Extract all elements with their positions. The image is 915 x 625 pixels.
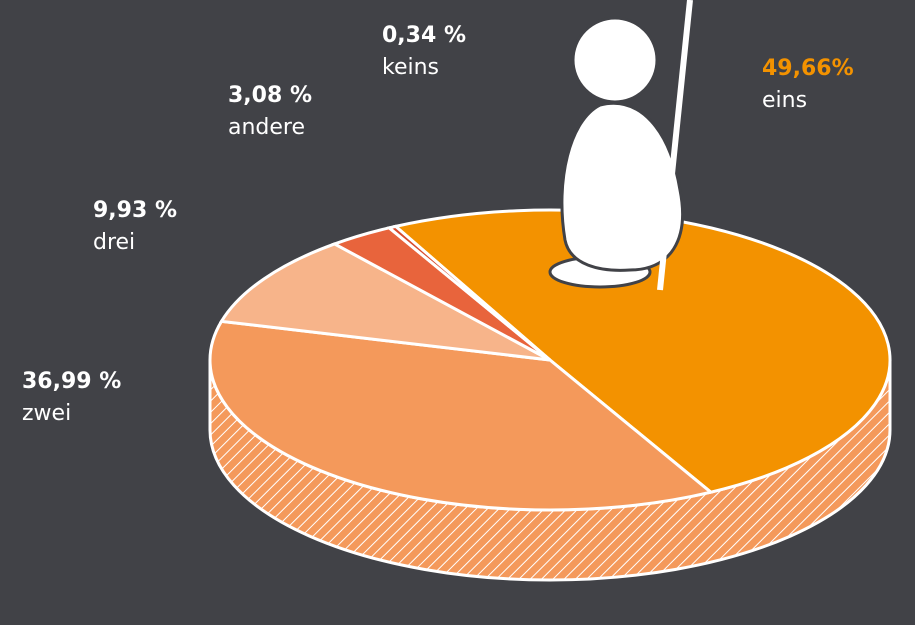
value-label: 9,93 % [93,198,177,223]
figure [550,0,690,290]
category-label: andere [228,115,305,140]
category-label: drei [93,230,135,255]
category-label: zwei [22,401,71,426]
category-label: eins [762,88,807,113]
page: 49,66% eins 36,99 % zwei 9,93 % drei 3,08 % and… [0,0,915,621]
value-label: 49,66% [762,56,854,81]
category-label: keins [382,55,439,80]
chart: 49,66% eins 36,99 % zwei 9,93 % drei 3,08 % and… [0,0,915,621]
value-label: 36,99 % [22,369,121,394]
pie-top [210,210,890,510]
value-label: 0,34 % [382,23,466,48]
value-label: 3,08 % [228,83,312,108]
